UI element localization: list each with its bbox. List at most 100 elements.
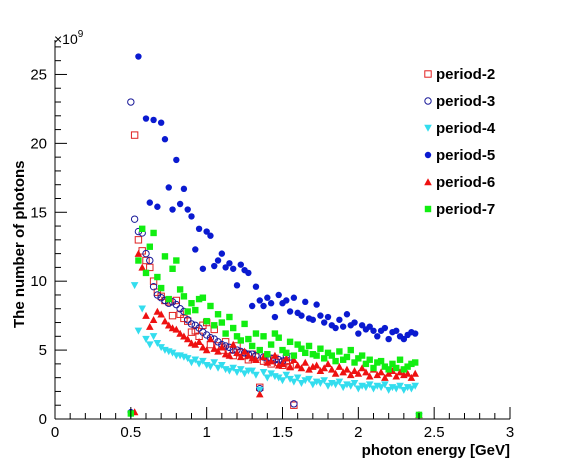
legend-label: period-6: [436, 174, 495, 191]
y-tick-label: 20: [30, 135, 47, 152]
data-point: [240, 347, 249, 355]
data-point: [286, 308, 294, 315]
plot-markers: [127, 53, 423, 421]
data-point: [214, 364, 222, 372]
data-point: [130, 131, 139, 139]
data-point: [214, 311, 222, 318]
data-point: [169, 265, 176, 272]
data-point: [275, 291, 282, 299]
y-tick-label: 15: [30, 204, 47, 221]
y-tick-label: 0: [39, 411, 47, 428]
legend-entry: period-5: [424, 147, 495, 164]
data-point: [225, 367, 234, 375]
data-point: [130, 215, 139, 223]
data-point: [199, 294, 207, 301]
data-point: [370, 364, 377, 372]
data-point: [237, 261, 244, 268]
data-point: [145, 341, 154, 349]
data-point: [135, 257, 142, 264]
data-point: [293, 361, 302, 369]
data-point: [252, 355, 260, 363]
legend-marker: [424, 124, 432, 132]
data-point: [192, 306, 199, 314]
data-point: [176, 200, 184, 208]
x-tick-label: 2: [354, 424, 362, 441]
data-point: [384, 369, 393, 377]
data-point: [134, 327, 143, 335]
data-point: [153, 340, 162, 347]
data-point: [393, 364, 400, 372]
data-point: [218, 319, 226, 326]
data-point: [290, 352, 298, 359]
y-tick-label: 5: [39, 342, 47, 359]
data-point: [321, 355, 328, 362]
data-point: [183, 355, 192, 363]
data-point: [293, 374, 302, 382]
data-point: [240, 370, 249, 378]
data-point: [191, 340, 200, 348]
data-point: [274, 374, 283, 382]
data-point: [191, 356, 200, 364]
data-point: [169, 206, 176, 213]
data-point: [255, 390, 264, 398]
data-point: [339, 323, 347, 330]
data-point: [358, 364, 366, 372]
data-point: [403, 369, 412, 377]
data-point: [248, 367, 256, 375]
data-point: [184, 308, 191, 315]
data-point: [267, 300, 275, 307]
data-point: [400, 386, 408, 394]
data-point: [377, 357, 385, 365]
series-period-2: [130, 131, 298, 409]
data-point: [384, 386, 393, 394]
data-point: [164, 321, 173, 329]
data-point: [377, 384, 385, 392]
data-point: [138, 305, 147, 313]
data-point: [203, 317, 210, 325]
data-point: [358, 322, 366, 329]
data-point: [271, 330, 279, 337]
data-point: [172, 296, 181, 305]
data-point: [343, 353, 351, 361]
data-point: [199, 343, 207, 351]
legend-marker: [424, 97, 432, 105]
data-point: [278, 360, 287, 368]
legend-entry: period-6: [424, 174, 495, 191]
data-point: [150, 229, 157, 237]
data-point: [165, 295, 172, 303]
data-point: [317, 345, 324, 352]
data-point: [339, 384, 347, 392]
data-point: [248, 302, 256, 310]
data-point: [241, 320, 248, 328]
data-point: [404, 363, 411, 370]
data-point: [350, 379, 359, 387]
data-point: [203, 228, 210, 235]
data-point: [192, 246, 199, 253]
data-point: [412, 330, 419, 337]
data-point: [236, 353, 245, 361]
data-point: [331, 381, 340, 389]
data-point: [365, 381, 374, 389]
data-point: [335, 378, 344, 386]
data-point: [297, 379, 306, 387]
data-point: [173, 156, 180, 164]
data-point: [233, 349, 241, 357]
data-point: [264, 351, 271, 358]
data-point: [286, 375, 294, 383]
data-point: [176, 329, 184, 337]
data-point: [355, 330, 362, 337]
data-point: [324, 360, 332, 368]
data-point: [244, 351, 253, 359]
data-point: [396, 382, 404, 390]
x-tick-label: 2.5: [424, 424, 445, 441]
data-point: [362, 360, 370, 368]
data-point: [267, 370, 275, 378]
data-point: [336, 348, 343, 355]
data-point: [396, 368, 404, 376]
data-point: [206, 363, 215, 371]
data-point: [365, 372, 374, 380]
data-point: [233, 368, 241, 376]
data-point: [302, 349, 309, 357]
data-point: [245, 335, 252, 343]
data-point: [324, 349, 332, 357]
